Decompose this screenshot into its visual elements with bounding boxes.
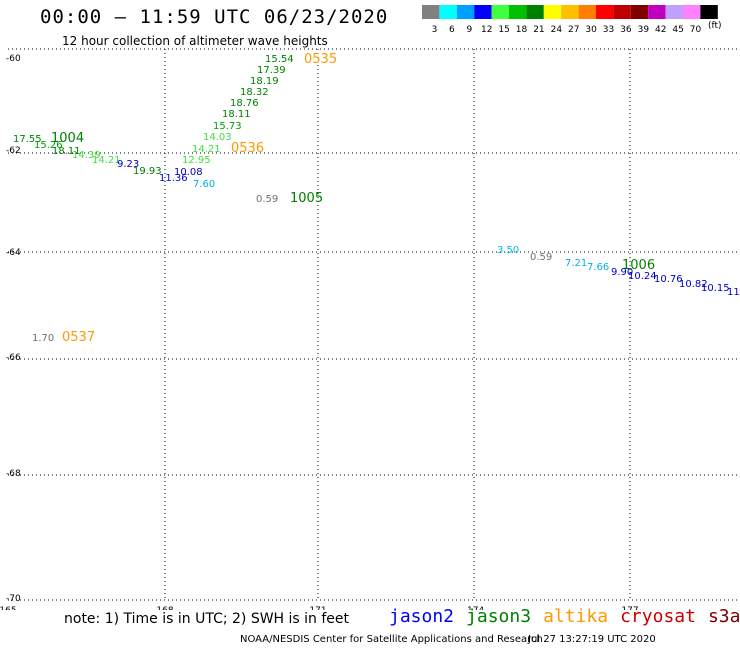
wave-height-value: 14.39 [72,150,101,161]
wave-height-value: 1.70 [32,333,54,344]
color-scale-label: 42 [655,25,666,35]
latitude-label: -64 [6,248,21,258]
color-scale-swatch [578,5,596,19]
wave-height-value: 17.55 [13,134,42,145]
time-stamp-label: 0535 [304,52,337,67]
wave-height-value: 7.66 [587,262,609,273]
color-scale-swatch [613,5,631,19]
color-scale-swatch [456,5,475,19]
wave-height-value: 10.82 [679,279,708,290]
color-scale-swatch [596,5,614,19]
latitude-label: -68 [6,469,21,479]
wave-height-value: 14.03 [203,132,232,143]
time-stamp-label: 0536 [231,141,264,156]
color-scale-swatch [509,5,527,19]
wave-height-value: 18.11 [52,146,81,157]
latitude-label: -62 [6,146,21,156]
color-scale-label: 12 [481,25,492,35]
wave-height-value: 3.50 [497,245,519,256]
time-stamp-label: 1006 [622,258,655,273]
wave-height-value: 15.54 [265,54,294,65]
longitude-label: -174 [464,606,485,610]
time-stamp-label: 0537 [62,330,95,345]
color-scale-swatch [665,5,683,19]
color-scale-label: 21 [533,25,544,35]
color-scale-swatch [630,5,649,19]
legend-cryosat: cryosat [620,606,696,627]
color-scale-swatch [700,5,718,19]
color-scale-swatch [648,5,666,19]
wave-height-value: 10.08 [174,167,203,178]
time-stamp-label: 1004 [51,131,84,146]
color-scale-swatch [439,5,457,19]
latitude-label: -60 [6,54,21,64]
longitude-label: 165 [0,606,17,610]
wave-height-value: 7.21 [565,258,587,269]
color-scale-label: 9 [466,25,472,35]
wave-height-value: 10.15 [701,283,730,294]
wave-height-value: 14.21 [192,144,221,155]
legend-altika: altika [543,606,609,627]
color-scale-label: 39 [638,25,650,35]
wave-height-value: 9.23 [117,159,139,170]
wave-height-value: 14.21 [92,155,121,166]
color-scale-label: 3 [432,25,438,35]
color-scale-label: 15 [498,25,509,35]
wave-height-value: 17.39 [257,65,286,76]
color-scale-label: 45 [672,25,683,35]
legend-jason2: jason2 [389,606,455,627]
wave-height-value: 7.60 [193,179,215,190]
wave-height-value: 0.59 [530,252,552,263]
time-stamp-label: 1005 [290,191,323,206]
color-scale-label: 36 [620,25,632,35]
latitude-label: -70 [6,594,21,604]
color-scale-unit: (ft) [708,21,722,31]
wave-height-value: 10.24 [628,271,657,282]
longitude-label: 168 [156,606,173,610]
footer-updated: Jul 27 13:27:19 UTC 2020 [528,634,656,645]
color-scale-label: 27 [568,25,579,35]
page-title: 00:00 – 11:59 UTC 06/23/2020 [40,6,389,28]
footer-credit: NOAA/NESDIS Center for Satellite Applica… [240,634,543,645]
color-scale-swatch [683,5,701,19]
color-scale-label: 6 [449,25,455,35]
color-scale-swatch [526,5,544,19]
color-scale-swatch [474,5,492,19]
color-scale-swatch [543,5,562,19]
legend-s3a: s3a [707,606,740,627]
color-scale-swatch [422,5,440,19]
wave-height-value: 18.19 [250,76,279,87]
wave-height-value: 0.59 [256,194,278,205]
longitude-label: 177 [621,606,638,610]
latitude-label: -66 [6,353,21,363]
wave-height-map: -60 -62 -64 -66 -68 -70 165 168 171 -174 177 0535 05… [0,48,740,610]
wave-height-value: 18.76 [230,98,259,109]
color-scale-swatch [491,5,509,19]
wave-height-value: 18.32 [240,87,269,98]
color-scale-label: 33 [603,25,614,35]
wave-height-value: 9.90 [611,267,633,278]
color-scale-label: 70 [690,25,702,35]
color-scale-label: 30 [585,25,597,35]
satellite-legend: jason2 jason3 altika cryosat s3a [389,606,740,627]
wave-height-value: 19.93 [133,166,162,177]
wave-height-value: 11.36 [159,173,188,184]
wave-height-value: 15.26 [34,140,63,151]
color-scale-label: 24 [551,25,563,35]
color-scale-swatch [561,5,579,19]
wave-height-value: 11. [727,287,740,298]
wave-height-value: 15.73 [213,121,242,132]
color-scale: 3 6 9 12 15 18 21 24 27 30 33 36 39 42 45 70 [422,5,718,35]
page-subtitle: 12 hour collection of altimeter wave hei… [62,34,328,48]
wave-height-value: 10.76 [654,274,683,285]
legend-jason3: jason3 [466,606,532,627]
longitude-label: 171 [309,606,326,610]
color-scale-label: 18 [516,25,528,35]
footer-note: note: 1) Time is in UTC; 2) SWH is in fe… [64,611,350,627]
wave-height-value: 12.95 [182,155,211,166]
wave-height-value: 18.11 [222,109,251,120]
